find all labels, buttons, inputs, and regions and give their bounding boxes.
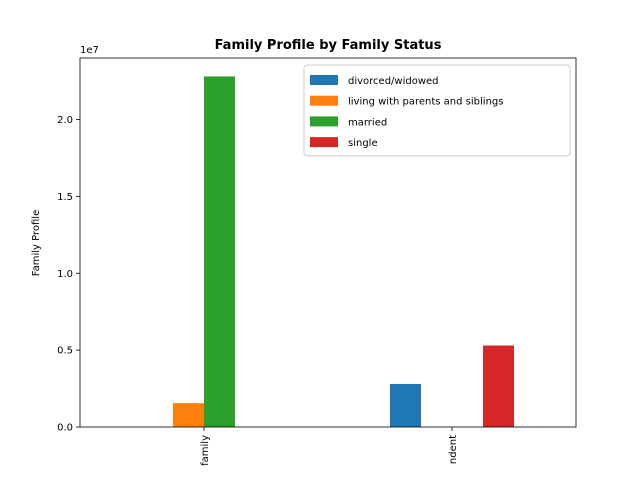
- bar-divorced-widowed-ndent: [390, 383, 421, 427]
- legend-swatch: [310, 137, 338, 148]
- x-tick-label: family: [200, 435, 211, 466]
- legend-swatch: [310, 95, 338, 106]
- axes-frame: [79, 57, 577, 428]
- legend-swatch: [310, 116, 338, 127]
- x-tick-label: ndent: [448, 435, 459, 464]
- legend: divorced/widowed living with parents and …: [303, 64, 571, 157]
- y-tick-label: 0.5: [57, 346, 73, 357]
- plot-area: family ndent 0.0 0.5 1.0 1.5 2.0: [57, 57, 577, 466]
- legend-label: single: [348, 138, 378, 149]
- y-axis-offset-text: 1e7: [80, 45, 99, 56]
- bar-single-ndent: [483, 345, 514, 427]
- y-tick-label: 1.0: [57, 269, 73, 280]
- chart-title: Family Profile by Family Status: [215, 38, 442, 53]
- legend-box: [303, 64, 571, 157]
- bar-married-family: [204, 76, 235, 427]
- legend-swatch: [310, 75, 338, 85]
- y-tick-label: 1.5: [57, 192, 73, 203]
- y-axis-label: Family Profile: [31, 210, 42, 276]
- y-tick-label: 2.0: [57, 115, 73, 126]
- legend-label: living with parents and siblings: [348, 97, 503, 108]
- bar-living-with-parents-and-siblings-family: [173, 403, 204, 427]
- y-tick-label: 0.0: [57, 423, 73, 434]
- legend-label: married: [348, 117, 387, 128]
- legend-label: divorced/widowed: [348, 76, 439, 87]
